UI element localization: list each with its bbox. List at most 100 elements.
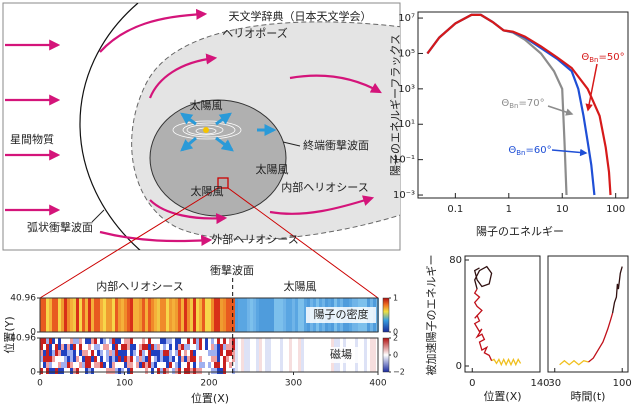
field-cell — [196, 338, 199, 344]
field-cell — [109, 338, 112, 344]
field-cell — [79, 344, 82, 350]
field-cell — [121, 356, 124, 362]
colorbar-tick-label: −2 — [393, 368, 405, 377]
field-cell — [43, 368, 46, 374]
x-tick-label: 1 — [506, 204, 512, 215]
field-cell — [226, 338, 229, 344]
region-label: 太陽風 — [284, 280, 317, 293]
field-cell — [271, 338, 274, 372]
field-cell — [196, 368, 199, 374]
field-cell — [58, 356, 61, 362]
field-cell — [85, 350, 88, 356]
field-cell — [184, 298, 187, 332]
field-cell — [157, 362, 160, 368]
field-cell — [64, 298, 67, 332]
field-cell — [178, 338, 181, 344]
field-cell — [190, 350, 193, 356]
field-cell — [124, 298, 127, 332]
field-cell — [58, 338, 61, 344]
field-cell — [73, 298, 76, 332]
field-cell — [43, 338, 46, 344]
field-cell — [55, 362, 58, 368]
field-cell — [133, 338, 136, 344]
field-cell — [172, 356, 175, 362]
field-cell — [229, 350, 232, 356]
field-cell — [40, 344, 43, 350]
field-cell — [130, 344, 133, 350]
field-cell — [142, 356, 145, 362]
field-cell — [202, 338, 205, 344]
field-cell — [169, 356, 172, 362]
field-cell — [178, 368, 181, 374]
field-cell — [109, 350, 112, 356]
field-cell — [166, 344, 169, 350]
field-cell — [139, 350, 142, 356]
field-cell — [106, 298, 109, 332]
field-cell — [55, 298, 58, 332]
field-cell — [196, 344, 199, 350]
field-cell — [82, 368, 85, 374]
field-cell — [256, 298, 259, 332]
field-cell — [67, 338, 70, 344]
field-cell — [43, 298, 46, 332]
x-tick-label: 400 — [369, 379, 386, 389]
field-cell — [220, 344, 223, 350]
field-cell — [187, 356, 190, 362]
field-cell — [76, 362, 79, 368]
field-cell — [118, 356, 121, 362]
series-label: ΘBn=70° — [501, 98, 544, 110]
field-cell — [187, 362, 190, 368]
field-cell — [268, 298, 271, 332]
field-cell — [46, 362, 49, 368]
field-cell — [70, 344, 73, 350]
field-cell — [100, 350, 103, 356]
series-label-tail: =70° — [519, 98, 545, 109]
field-cell — [193, 368, 196, 374]
field-cell — [193, 356, 196, 362]
field-cell — [208, 298, 211, 332]
panel-label: 陽子の密度 — [314, 307, 369, 321]
field-cell — [91, 356, 94, 362]
field-cell — [100, 368, 103, 374]
zoom-box — [217, 177, 229, 189]
field-cell — [151, 298, 154, 332]
field-cell — [79, 298, 82, 332]
field-cell — [247, 298, 250, 332]
field-cell — [70, 368, 73, 374]
field-cell — [283, 298, 286, 332]
shock-label: 衝撃波面 — [210, 263, 254, 277]
field-cell — [160, 350, 163, 356]
field-cell — [205, 356, 208, 362]
field-cell — [58, 350, 61, 356]
field-cell — [289, 338, 292, 372]
field-cell — [52, 362, 55, 368]
field-cell — [91, 362, 94, 368]
panel-label: 磁場 — [330, 348, 352, 361]
x-tick-label: 200 — [200, 379, 217, 389]
y-tick-label: 0 — [30, 368, 36, 378]
field-cell — [175, 356, 178, 362]
field-cell — [76, 338, 79, 344]
field-cell — [145, 362, 148, 368]
series-label: ΘBn=50° — [581, 52, 624, 64]
field-cell — [154, 338, 157, 344]
trajectory-line — [588, 312, 614, 363]
field-cell — [115, 338, 118, 344]
field-cell — [139, 362, 142, 368]
field-cell — [217, 350, 220, 356]
x-axis-label: 位置(X) — [483, 389, 521, 403]
region-label: 内部ヘリオシース — [96, 279, 183, 293]
field-cell — [148, 356, 151, 362]
field-cell — [70, 350, 73, 356]
field-cell — [85, 356, 88, 362]
field-cell — [94, 368, 97, 374]
field-cell — [121, 338, 124, 344]
field-cell — [184, 356, 187, 362]
trajectory-line — [473, 288, 493, 361]
field-cell — [151, 362, 154, 368]
y-tick-label: 10³ — [398, 84, 415, 95]
field-cell — [133, 298, 136, 332]
field-cell — [130, 368, 133, 374]
field-cell — [154, 298, 157, 332]
source-label: 天文学辞典（日本天文学会） — [229, 9, 372, 23]
